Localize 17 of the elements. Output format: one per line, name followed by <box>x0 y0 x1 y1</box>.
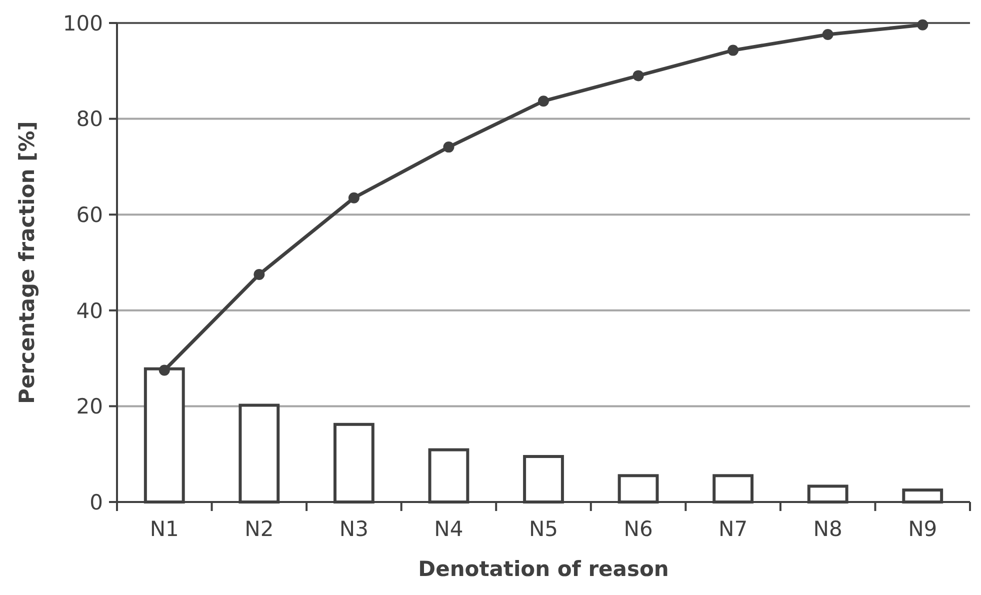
x-axis-title: Denotation of reason <box>418 557 669 581</box>
y-tick-label: 100 <box>62 11 103 36</box>
y-tick-label: 80 <box>76 107 103 132</box>
x-tick-label: N6 <box>624 517 653 541</box>
y-tick-label: 0 <box>90 490 103 514</box>
x-tick-label: N5 <box>528 517 558 541</box>
y-tick-label: 20 <box>76 394 103 419</box>
x-tick-label: N4 <box>434 517 464 541</box>
x-tick-label: N3 <box>339 517 368 541</box>
y-tick-label: 60 <box>76 202 103 227</box>
y-axis-title: Percentage fraction [%] <box>15 121 39 404</box>
x-tick-label: N8 <box>813 517 842 541</box>
y-tick-label: 40 <box>76 298 103 323</box>
x-tick-label: N2 <box>244 517 274 541</box>
x-tick-label: N1 <box>150 517 179 541</box>
x-tick-label: N7 <box>718 517 748 541</box>
x-tick-label: N9 <box>908 517 938 541</box>
